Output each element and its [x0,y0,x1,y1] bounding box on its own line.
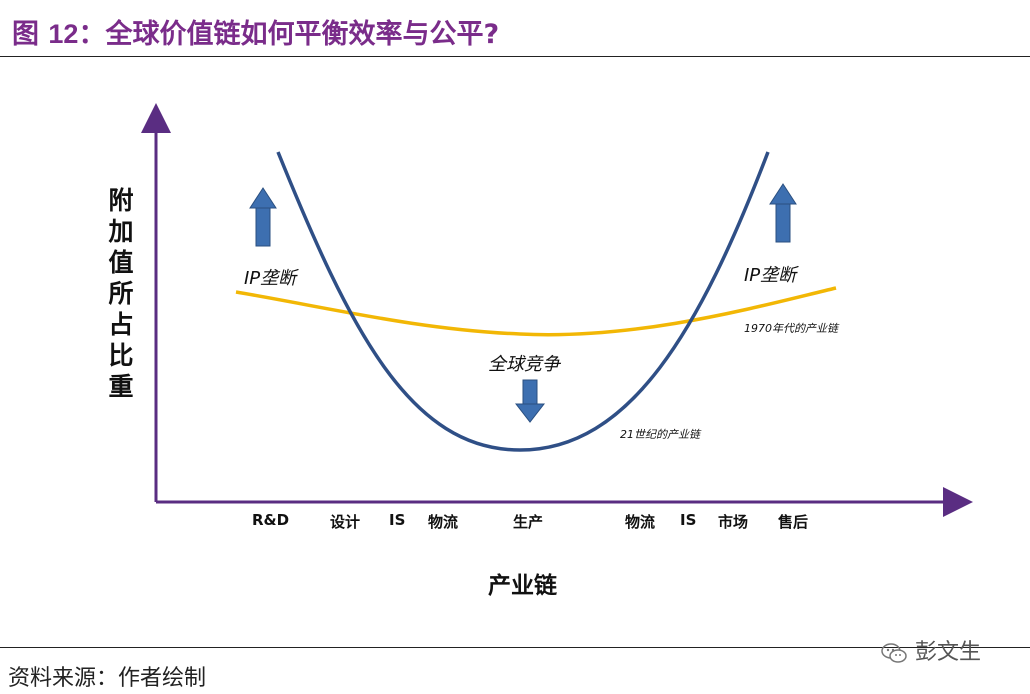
watermark: 彭文生 [880,634,981,666]
footer-divider [0,647,1030,648]
title-number: 12 [48,19,79,49]
title-text: ：全球价值链如何平衡效率与公平? [78,19,500,50]
category-after-sales: 售后 [778,513,809,531]
right-up-arrow-icon [769,183,797,243]
category-market: 市场 [718,513,749,531]
wechat-icon [881,643,907,663]
curve-21st-century [276,151,770,452]
source-note: 资料来源：作者绘制 [8,666,207,691]
category-production: 生产 [513,513,544,531]
left-up-arrow-icon [249,187,277,247]
category-rd: R&D [252,511,290,529]
right-monopoly-label: IP垄断 [744,265,797,286]
category-is-right: IS [680,511,697,529]
curve-21c-label: 21世纪的产业链 [620,428,700,441]
curve-1970-label: 1970年代的产业链 [744,322,838,335]
watermark-text: 彭文生 [915,640,982,665]
title-divider [0,56,1030,57]
curve-1970 [235,286,837,337]
y-axis-label: 附加值所占比重 [108,186,134,401]
title-prefix: 图 [12,19,39,50]
category-logistics-left: 物流 [428,513,459,531]
center-down-arrow-icon [514,379,546,423]
category-is-left: IS [389,511,406,529]
category-design: 设计 [330,513,361,531]
figure-title: 图 12：全球价值链如何平衡效率与公平? [12,12,499,51]
global-competition-label: 全球竞争 [488,354,560,375]
category-logistics-right: 物流 [625,513,656,531]
x-axis-label: 产业链 [488,573,557,599]
left-monopoly-label: IP垄断 [244,268,297,289]
